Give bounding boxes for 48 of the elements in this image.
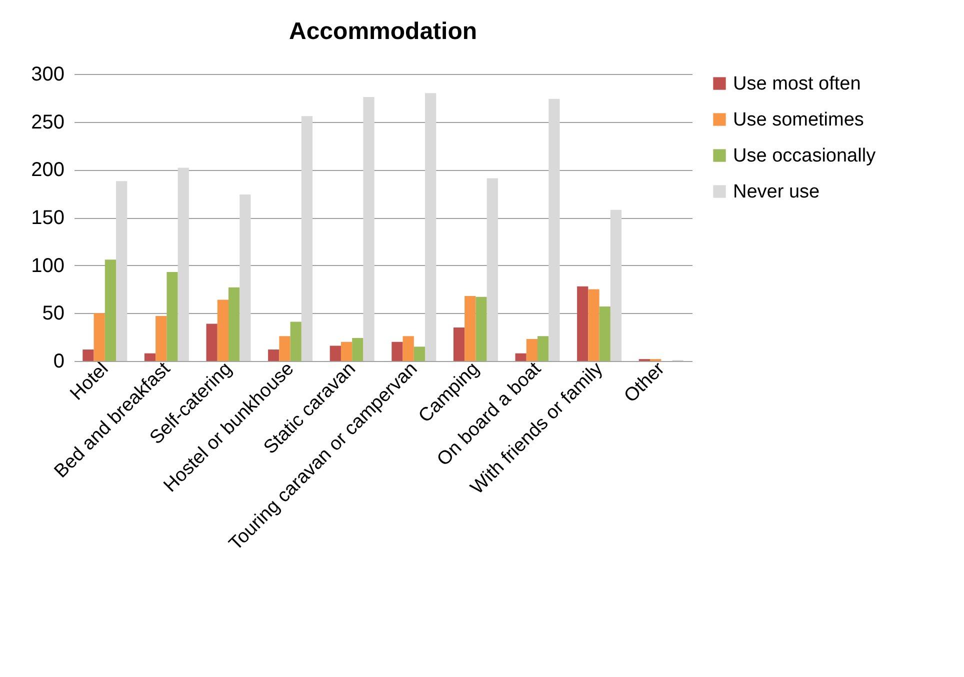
- y-tick-label: 0: [53, 350, 64, 372]
- bar: [340, 342, 352, 361]
- bar: [425, 93, 436, 361]
- bar: [240, 194, 251, 361]
- bar: [392, 342, 403, 361]
- bar: [526, 338, 538, 361]
- bar: [610, 210, 622, 361]
- bar: [588, 289, 600, 361]
- bar: [217, 300, 228, 361]
- bar: [156, 316, 167, 361]
- chart-title: Accommodation: [288, 18, 478, 45]
- bar: [599, 306, 610, 361]
- bar: [116, 181, 128, 361]
- bar: [228, 287, 240, 361]
- bar: [515, 353, 526, 361]
- bar: [464, 296, 476, 361]
- bar: [363, 96, 374, 361]
- bar: [166, 272, 178, 361]
- bar: [330, 346, 341, 361]
- legend-label: Use sometimes: [733, 110, 864, 130]
- legend-label: Never use: [733, 182, 820, 202]
- bar: [453, 328, 465, 361]
- y-tick-label: 50: [42, 302, 64, 325]
- bar: [290, 322, 302, 361]
- bar: [279, 336, 290, 361]
- y-tick-label: 250: [31, 111, 64, 134]
- legend-label: Use occasionally: [733, 146, 876, 166]
- bar: [476, 296, 487, 361]
- bar: [206, 324, 218, 361]
- bar: [94, 313, 105, 361]
- bar: [82, 350, 94, 361]
- y-tick-label: 150: [31, 207, 64, 229]
- bar: [402, 336, 414, 361]
- bar: [104, 260, 116, 361]
- bar: [414, 346, 426, 361]
- bar: [268, 350, 280, 361]
- bar: [548, 98, 560, 361]
- bar: [301, 116, 313, 361]
- bar: [144, 353, 156, 361]
- y-tick-label: 100: [31, 254, 64, 277]
- bar: [352, 338, 364, 361]
- y-tick-label: 200: [31, 159, 64, 182]
- bar: [538, 336, 549, 361]
- bar: [577, 286, 588, 361]
- y-tick-label: 300: [31, 64, 64, 86]
- bar: [178, 168, 189, 361]
- legend-label: Use most often: [733, 74, 861, 94]
- bar: [486, 178, 498, 361]
